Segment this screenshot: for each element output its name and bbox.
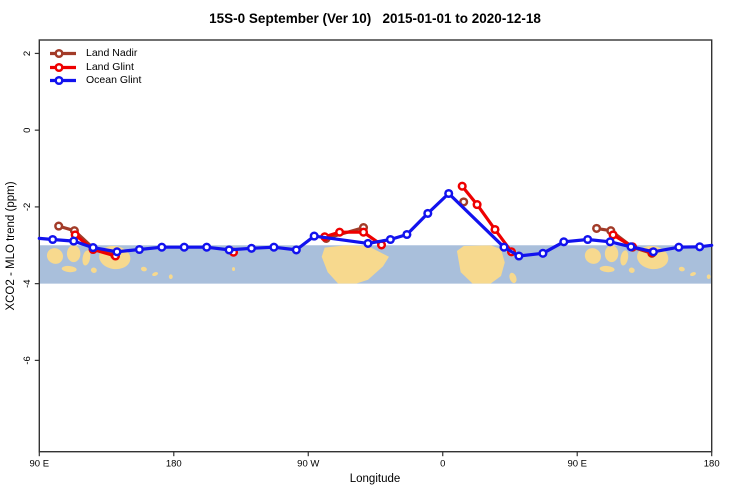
- legend-item-land-glint: Land Glint: [49, 61, 141, 75]
- data-point-ocean-glint: [246, 243, 257, 253]
- x-tick-label: 180: [166, 459, 182, 470]
- data-point-ocean-glint: [674, 242, 684, 252]
- x-tick-label: 0: [440, 459, 445, 470]
- legend-label: Ocean Glint: [86, 74, 142, 87]
- legend-label: Land Glint: [86, 60, 134, 73]
- legend-item-land-nadir: Land Nadir: [49, 47, 141, 61]
- y-tick-label: -6: [22, 356, 33, 364]
- data-point-land-glint: [490, 224, 500, 235]
- data-point-land-nadir: [592, 223, 602, 233]
- data-point-ocean-glint: [134, 244, 144, 255]
- series-line-land-glint: [460, 184, 514, 254]
- legend-label: Land Nadir: [86, 47, 138, 59]
- land-patch: [46, 248, 64, 264]
- data-point-ocean-glint: [695, 242, 705, 252]
- data-point-ocean-glint: [179, 242, 189, 252]
- y-axis-title: XCO2 - MLO trend (ppm): [5, 181, 17, 311]
- y-tick-label: 2: [22, 51, 33, 56]
- x-tick-label: 90 E: [30, 459, 50, 470]
- legend-symbol-land-nadir-icon: [50, 49, 76, 59]
- x-tick-label: 90 W: [297, 459, 319, 470]
- data-point-ocean-glint: [269, 242, 279, 252]
- land-patch-south-america: [321, 245, 389, 284]
- land-patch: [140, 266, 147, 272]
- data-point-ocean-glint: [363, 238, 373, 248]
- land-patch: [168, 274, 173, 280]
- data-point-ocean-glint: [224, 245, 234, 255]
- land-patch: [82, 250, 91, 266]
- series-line-land-glint: [323, 230, 384, 247]
- land-patch: [90, 267, 97, 273]
- data-point-ocean-glint: [402, 229, 412, 240]
- y-tick-label: -4: [22, 279, 33, 287]
- data-point-ocean-glint: [202, 242, 212, 252]
- land-patch: [66, 245, 81, 263]
- chart-title: 15S-0 September (Ver 10) 2015-01-01 to 2…: [209, 11, 541, 26]
- data-point-land-nadir: [54, 221, 64, 231]
- data-point-ocean-glint: [309, 231, 319, 241]
- data-point-land-glint: [335, 227, 345, 237]
- data-point-land-glint: [358, 227, 369, 237]
- y-tick-label: 0: [22, 128, 33, 133]
- land-patch: [599, 265, 615, 273]
- land-patch: [584, 248, 601, 264]
- data-point-ocean-glint: [499, 242, 509, 252]
- land-patch: [509, 272, 517, 284]
- data-point-ocean-glint: [583, 234, 593, 245]
- data-point-ocean-glint: [291, 245, 301, 255]
- data-point-ocean-glint: [112, 247, 122, 257]
- land-patch: [628, 267, 635, 273]
- data-point-ocean-glint: [48, 234, 58, 245]
- data-point-ocean-glint: [69, 236, 79, 246]
- land-patch: [604, 245, 619, 263]
- land-patch: [620, 250, 629, 266]
- x-tick-label: 180: [704, 459, 720, 470]
- land-patch: [690, 272, 696, 277]
- x-axis-title: Longitude: [349, 473, 401, 485]
- legend-item-ocean-glint: Ocean Glint: [49, 74, 141, 88]
- y-tick-label: -2: [22, 203, 33, 211]
- land-patch-africa: [456, 245, 505, 284]
- legend-symbol-land-glint-icon: [50, 62, 76, 72]
- data-point-ocean-glint: [514, 251, 524, 261]
- data-point-ocean-glint: [559, 237, 569, 247]
- data-point-land-glint: [608, 230, 618, 240]
- data-point-ocean-glint: [648, 247, 658, 257]
- land-patch: [706, 274, 711, 280]
- data-point-ocean-glint: [88, 243, 98, 253]
- data-point-ocean-glint: [538, 248, 548, 258]
- data-point-land-glint: [472, 200, 482, 210]
- data-point-ocean-glint: [385, 234, 395, 245]
- data-point-ocean-glint: [444, 188, 454, 199]
- land-patch: [152, 272, 159, 277]
- data-point-ocean-glint: [423, 208, 433, 218]
- data-point-ocean-glint: [605, 237, 615, 247]
- data-point-land-nadir: [459, 197, 469, 207]
- legend: Land Nadir Land Glint Ocean Glint: [49, 47, 141, 88]
- land-patch: [61, 265, 77, 273]
- data-point-ocean-glint: [157, 242, 167, 252]
- land-patch: [678, 266, 685, 272]
- legend-symbol-ocean-glint-icon: [50, 76, 76, 86]
- land-patch: [232, 267, 236, 271]
- data-point-land-glint: [457, 181, 467, 191]
- data-point-ocean-glint: [626, 242, 636, 252]
- x-tick-label: 90 E: [567, 459, 587, 470]
